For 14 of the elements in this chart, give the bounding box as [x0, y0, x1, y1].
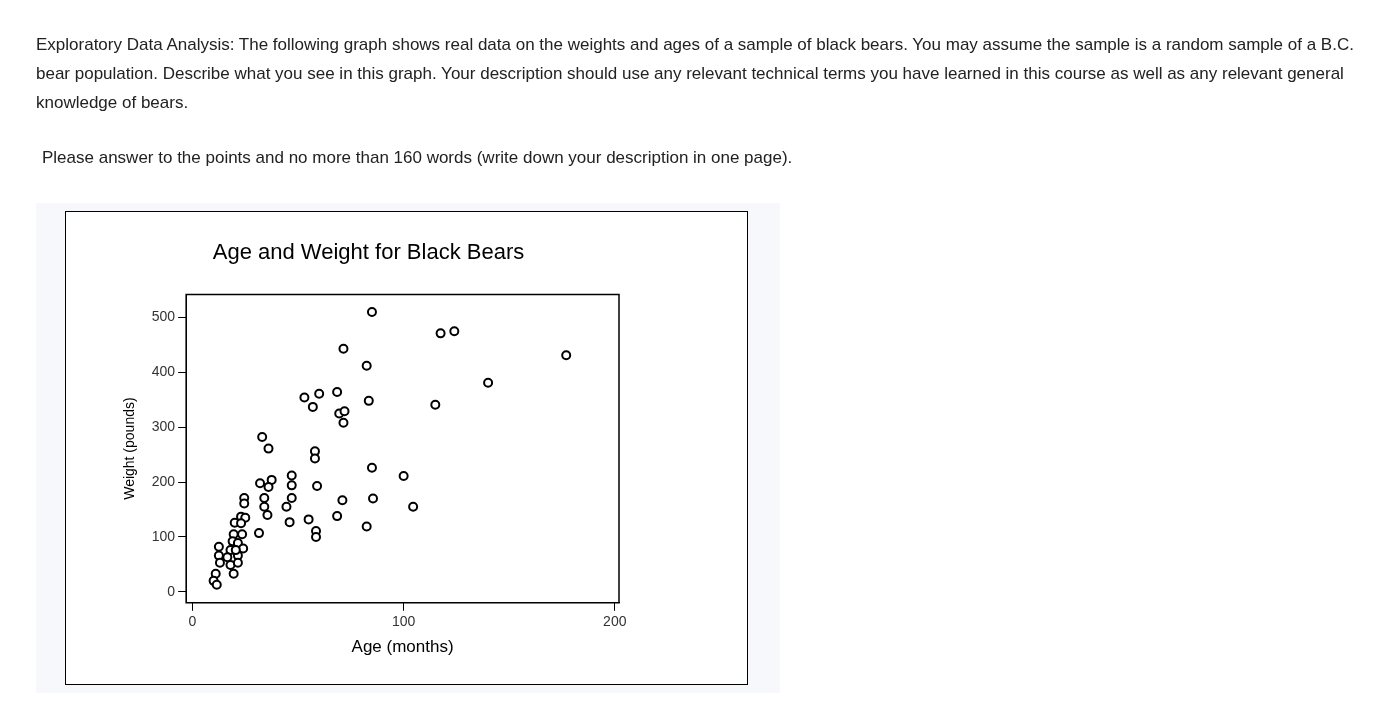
y-tick-label: 200 — [151, 472, 176, 489]
y-tick-label: 100 — [151, 527, 176, 544]
y-tick-label: 300 — [151, 418, 176, 435]
x-tick-label: 100 — [391, 613, 416, 630]
y-axis-title: Weight (pounds) — [121, 397, 138, 500]
chart-title: Age and Weight for Black Bears — [212, 239, 525, 265]
x-tick-label: 200 — [603, 613, 627, 630]
x-tick-label: 0 — [188, 613, 197, 630]
text: Please answer to the points and no more than 160 words (write down your description in one page). — [42, 147, 794, 169]
x-axis-title: Age (months) — [351, 637, 454, 657]
y-tick-label: 500 — [151, 308, 176, 325]
text: Exploratory Data Analysis: The following graph shows real data on the weights and ages of a sample of black bears. You may assume the sample is a random sample of a B.C. bear population. Describe what you see in this graph. Your description should use any relevant technical terms you have learned in this course as well as any relevant general knowledge of bears. — [36, 34, 1355, 114]
y-tick-label: 400 — [151, 363, 176, 380]
y-tick-label: 0 — [167, 582, 176, 599]
